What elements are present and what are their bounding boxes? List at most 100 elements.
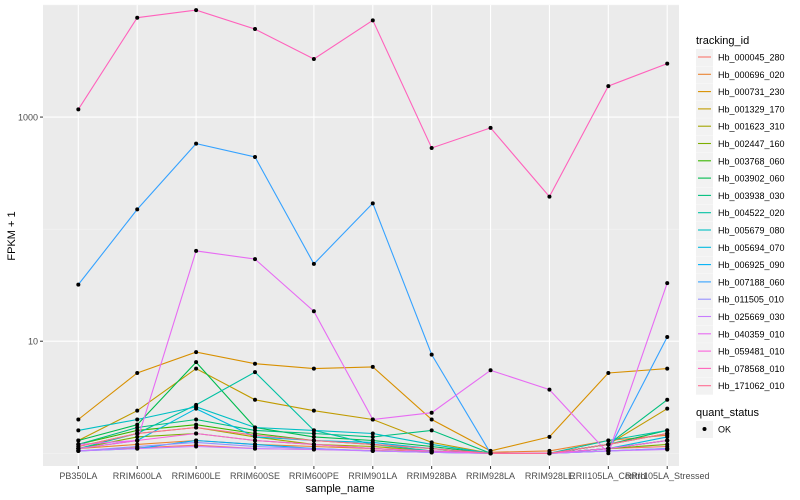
data-point bbox=[194, 425, 199, 430]
data-point bbox=[606, 446, 611, 451]
legend-label: Hb_078568_010 bbox=[718, 364, 785, 374]
legend-title: tracking_id bbox=[696, 35, 749, 47]
data-point bbox=[665, 281, 670, 286]
data-point bbox=[253, 155, 257, 160]
data-point bbox=[253, 428, 257, 433]
data-point bbox=[429, 145, 434, 150]
data-point bbox=[665, 366, 670, 371]
data-point bbox=[547, 194, 552, 199]
data-point bbox=[311, 366, 316, 371]
x-axis: PB350LA RRIM600LA RRIM600LE RRIM600SE RRIM60… bbox=[59, 466, 709, 481]
legend-label: Hb_002447_160 bbox=[718, 139, 785, 149]
data-point bbox=[194, 350, 199, 355]
data-point bbox=[194, 360, 199, 365]
data-point bbox=[606, 438, 611, 443]
point-legend-dot bbox=[702, 427, 707, 431]
y-tick-label: 1000 bbox=[18, 113, 38, 123]
legend-label: Hb_001623_310 bbox=[718, 122, 785, 132]
grid-lines bbox=[43, 4, 679, 466]
x-tick-label: RRIM600LA bbox=[113, 471, 162, 481]
legend-label: Hb_040359_010 bbox=[718, 329, 785, 339]
y-tick-label: 10 bbox=[28, 337, 38, 347]
plot-panel bbox=[43, 5, 679, 466]
x-tick-label: RRIM600SE bbox=[230, 471, 280, 481]
data-point bbox=[311, 428, 316, 433]
x-tick-label: RRIM928LE bbox=[525, 471, 574, 481]
data-point bbox=[194, 8, 199, 13]
data-point bbox=[488, 451, 493, 456]
data-point bbox=[547, 451, 552, 456]
data-point bbox=[311, 447, 316, 452]
data-point bbox=[429, 417, 434, 422]
data-point bbox=[606, 371, 611, 376]
data-point bbox=[547, 434, 552, 439]
color-legend: tracking_id Hb_000045_280 Hb_000696_020 Hb… bbox=[696, 35, 785, 395]
data-point bbox=[135, 425, 140, 430]
data-point bbox=[253, 446, 257, 451]
legend-label: Hb_003768_060 bbox=[718, 156, 785, 166]
x-tick-label: RRIM901LA bbox=[348, 471, 397, 481]
data-point bbox=[311, 408, 316, 413]
data-point bbox=[76, 417, 81, 422]
data-point bbox=[311, 309, 316, 314]
data-point bbox=[194, 417, 199, 422]
legend-label: Hb_004522_020 bbox=[718, 208, 785, 218]
data-point bbox=[311, 434, 316, 439]
legend-label: Hb_007188_060 bbox=[718, 277, 785, 287]
data-point bbox=[135, 408, 140, 413]
x-tick-label: RRII105LA_Stressed bbox=[625, 471, 710, 481]
data-point bbox=[253, 27, 257, 32]
data-point bbox=[665, 397, 670, 402]
x-tick-label: RRIM600LE bbox=[172, 471, 221, 481]
legend-label: Hb_005679_080 bbox=[718, 226, 785, 236]
data-point bbox=[665, 335, 670, 340]
data-point bbox=[135, 446, 140, 451]
data-point bbox=[429, 428, 434, 433]
x-tick-label: RRIM928BA bbox=[407, 471, 457, 481]
data-point bbox=[135, 15, 140, 20]
data-point bbox=[606, 451, 611, 456]
data-point bbox=[488, 125, 493, 130]
data-point bbox=[76, 107, 81, 112]
legend-label: Hb_003902_060 bbox=[718, 174, 785, 184]
data-point bbox=[665, 438, 670, 443]
data-point bbox=[488, 368, 493, 373]
data-point bbox=[135, 434, 140, 439]
legend-label: Hb_000045_280 bbox=[718, 53, 785, 63]
data-point bbox=[370, 417, 375, 422]
data-point bbox=[311, 438, 316, 443]
data-point bbox=[665, 442, 670, 447]
data-point bbox=[253, 433, 257, 438]
point-legend-title: quant_status bbox=[696, 407, 759, 419]
data-point bbox=[76, 444, 81, 449]
data-point bbox=[311, 56, 316, 61]
x-tick-label: RRIM928LA bbox=[466, 471, 515, 481]
data-point bbox=[311, 442, 316, 447]
data-point bbox=[370, 201, 375, 206]
data-point bbox=[135, 417, 140, 422]
legend-label: Hb_003938_030 bbox=[718, 191, 785, 201]
data-point bbox=[135, 371, 140, 376]
x-tick-label: PB350LA bbox=[59, 471, 97, 481]
data-point bbox=[370, 364, 375, 369]
data-point bbox=[194, 248, 199, 253]
data-point bbox=[135, 422, 140, 427]
x-tick-label: RRII105LA_Control bbox=[569, 471, 647, 481]
legend-label: Hb_000731_230 bbox=[718, 87, 785, 97]
data-point bbox=[253, 425, 257, 430]
data-point bbox=[253, 361, 257, 366]
data-point bbox=[253, 257, 257, 262]
data-point bbox=[76, 438, 81, 443]
point-legend-label: OK bbox=[718, 425, 731, 435]
data-point bbox=[253, 397, 257, 402]
data-point bbox=[370, 18, 375, 23]
data-point bbox=[429, 410, 434, 415]
data-point bbox=[370, 434, 375, 439]
data-point bbox=[194, 431, 199, 436]
data-point bbox=[135, 431, 140, 436]
data-point bbox=[135, 428, 140, 433]
data-point bbox=[76, 428, 81, 433]
data-point bbox=[665, 406, 670, 411]
data-point bbox=[253, 370, 257, 375]
